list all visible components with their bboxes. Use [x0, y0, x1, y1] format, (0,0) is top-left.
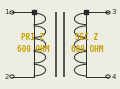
Text: PRI Z: PRI Z	[21, 33, 45, 42]
Text: 600 OHM: 600 OHM	[17, 45, 49, 54]
Text: SEC Z: SEC Z	[75, 33, 99, 42]
Text: 1: 1	[4, 9, 9, 15]
Text: 2: 2	[4, 74, 9, 80]
Text: 4: 4	[111, 74, 116, 80]
Text: 600 OHM: 600 OHM	[71, 45, 103, 54]
Text: 3: 3	[111, 9, 116, 15]
